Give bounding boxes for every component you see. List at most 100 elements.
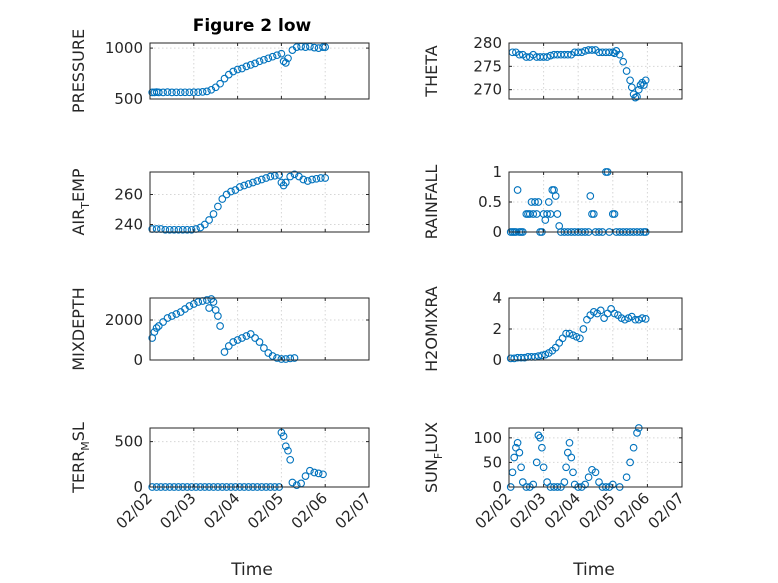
data-point (233, 336, 242, 344)
data-point (513, 438, 522, 447)
data-point (608, 480, 617, 489)
data-point (522, 53, 531, 61)
data-point (310, 43, 319, 52)
data-point (183, 225, 192, 234)
data-point (605, 48, 614, 57)
data-point (268, 52, 277, 61)
data-point (581, 480, 589, 489)
data-point (310, 468, 319, 477)
data-series (148, 170, 330, 234)
data-point (172, 310, 181, 318)
y-axis-label: MIXDEPTH (69, 287, 88, 370)
data-point (538, 443, 546, 452)
data-point (185, 302, 194, 310)
data-point (560, 478, 569, 486)
data-point (268, 352, 277, 360)
data-point (152, 324, 161, 332)
data-point (198, 88, 207, 96)
data-point (255, 338, 264, 346)
data-point (532, 458, 541, 467)
subplot-3: 240 260 AIRTEMP (69, 168, 370, 236)
data-point (292, 481, 301, 490)
subplot-1: 500 1000 PRESSURE (69, 29, 370, 113)
data-point (229, 67, 238, 76)
data-point (286, 455, 295, 464)
y-axis-label: H2OMIXRA (422, 286, 441, 372)
data-point (638, 314, 647, 322)
data-point (154, 88, 163, 97)
data-point (576, 334, 584, 343)
data-point (150, 328, 159, 336)
data-point (233, 65, 242, 74)
y-tick-label: 1000 (105, 39, 143, 57)
plot-area (150, 172, 369, 232)
x-tick-label: 02/06 (610, 489, 653, 532)
data-point (303, 177, 312, 185)
data-point (591, 468, 600, 477)
x-tick-label: 02/05 (575, 489, 618, 532)
y-axis-label: RAINFALL (422, 165, 441, 240)
data-point (636, 81, 645, 89)
y-tick-label: 100 (473, 429, 502, 447)
axes-box (508, 42, 683, 100)
data-point (281, 178, 290, 187)
data-point (255, 57, 264, 66)
data-point (610, 49, 619, 58)
x-tick-label: 02/07 (332, 489, 375, 532)
axes-box (149, 427, 370, 488)
axes-box (149, 171, 370, 233)
y-axis-label: TERRMSL (69, 422, 92, 494)
data-point (619, 57, 628, 66)
data-point (229, 338, 238, 346)
data-point (316, 174, 325, 182)
x-tick-label: 02/04 (200, 489, 243, 532)
data-point (220, 348, 229, 356)
y-axis-label: PRESSURE (69, 29, 88, 113)
y-tick-label: 0 (133, 478, 143, 496)
data-point (551, 192, 560, 200)
y-tick-label: 2 (492, 320, 502, 338)
y-tick-label: 280 (473, 34, 502, 52)
data-point (170, 225, 178, 234)
data-point (238, 64, 246, 73)
y-tick-label: 270 (473, 81, 502, 99)
x-tick-label: 02/06 (288, 489, 331, 532)
data-point (565, 329, 574, 338)
data-series (508, 46, 650, 102)
data-point (534, 352, 543, 360)
subplot-2: 270 275 280 THETA (422, 34, 683, 102)
data-point (292, 43, 301, 51)
data-point (273, 354, 281, 362)
data-point (515, 448, 524, 457)
data-point (538, 351, 546, 360)
data-point (264, 54, 273, 63)
data-point (227, 187, 235, 196)
data-point (633, 429, 641, 437)
data-point (610, 309, 619, 318)
data-point (240, 181, 249, 190)
y-axis-label: AIRTEMP (69, 168, 92, 235)
data-point (562, 463, 570, 472)
data-point (621, 315, 629, 324)
data-point (553, 210, 562, 218)
data-point (319, 470, 327, 479)
data-point (218, 195, 227, 203)
x-tick-label: 02/07 (645, 489, 688, 532)
data-point (253, 177, 262, 185)
data-series (506, 424, 643, 491)
data-point (306, 466, 314, 475)
data-point (531, 198, 539, 206)
subplot-4: 0 0.5 1 RAINFALL (422, 163, 683, 241)
axes-box (149, 297, 370, 361)
data-point (641, 315, 650, 323)
data-point (209, 298, 218, 306)
data-point (517, 463, 525, 472)
data-point (168, 88, 176, 97)
data-point (154, 322, 163, 330)
y-axis-label: THETA (422, 45, 441, 97)
data-point (622, 67, 631, 75)
data-point (513, 186, 522, 194)
data-point (214, 202, 222, 211)
data-point (541, 350, 550, 359)
data-point (539, 463, 548, 472)
